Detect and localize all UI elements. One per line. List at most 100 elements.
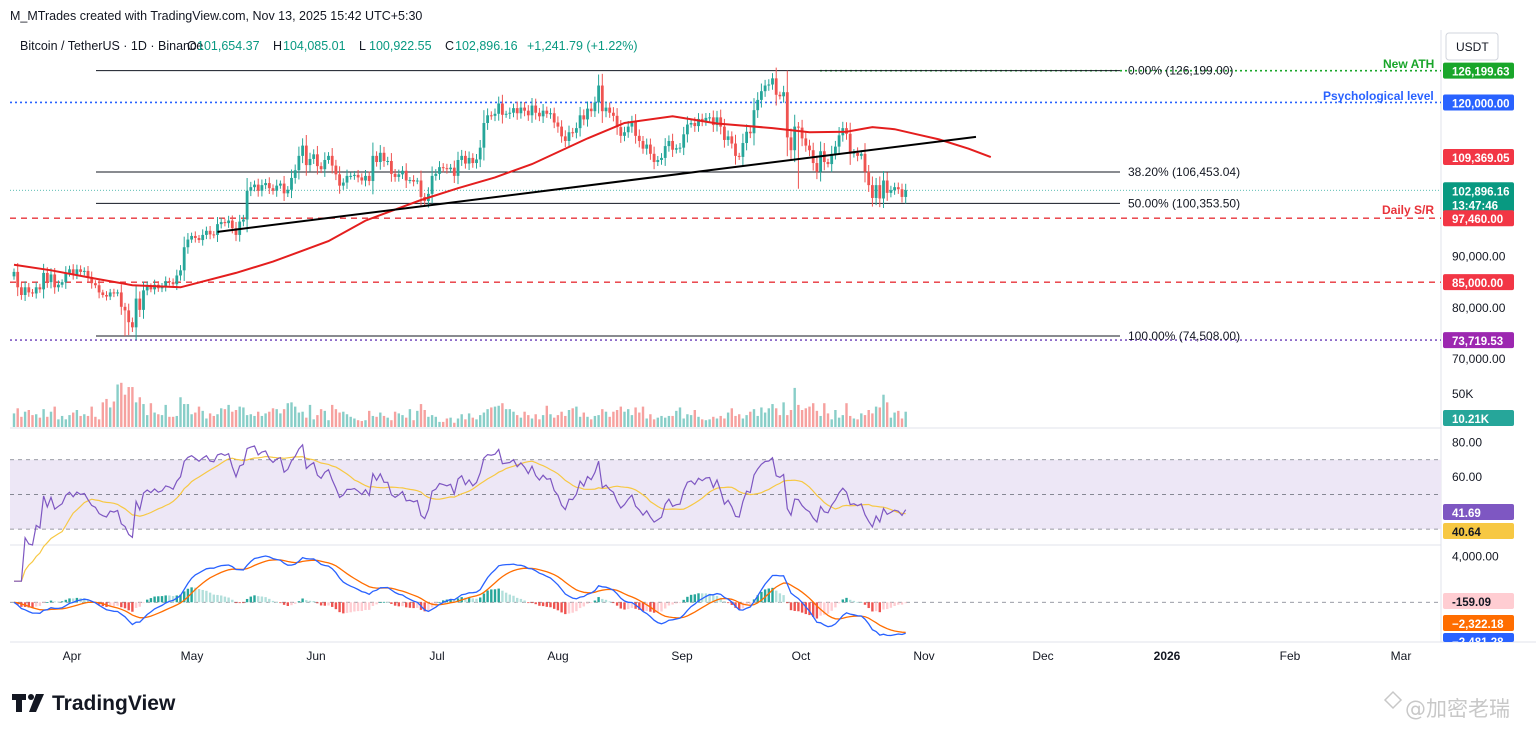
volume-bar [486, 409, 489, 427]
tradingview-logo[interactable]: TradingView [12, 692, 176, 715]
volume-bar [190, 414, 193, 427]
candle [279, 180, 282, 189]
sr-price-label-bg [1443, 210, 1514, 227]
macd-signal-label-bg [1443, 615, 1514, 631]
volume-bar [623, 411, 626, 427]
candle-body [486, 115, 489, 124]
macd-hist-bar [723, 601, 726, 603]
volume-bar [619, 406, 622, 427]
ascending-trendline[interactable] [217, 135, 977, 233]
volume-bar [763, 412, 767, 427]
price-scale[interactable]: 90,000.00 80,000.00 70,000.00 50K 80.00 60.00… [1452, 249, 1506, 563]
candle-body [16, 271, 20, 288]
volume-bar [693, 410, 696, 427]
fib-retracement[interactable]: 0.00% (126,199.00) 38.20% (106,453.04) 50.… [96, 64, 1240, 343]
candle [737, 152, 741, 160]
candle [212, 231, 216, 239]
candle-body [149, 286, 153, 290]
candle-body [412, 179, 415, 182]
macd-hist-bar [886, 602, 889, 610]
volume-bar [527, 415, 530, 427]
macd-hist-bar [153, 596, 156, 603]
candle [378, 145, 382, 170]
macd-hist-bar [149, 598, 153, 603]
candle [312, 149, 316, 164]
rsi-ma-value-label: 40.64 [1443, 523, 1514, 539]
volume-bar [253, 415, 256, 427]
candle [804, 132, 808, 152]
volume-bar [815, 410, 819, 427]
candle [441, 163, 445, 173]
currency-box[interactable] [1445, 32, 1499, 61]
candle [301, 138, 304, 164]
volume-bar [723, 418, 726, 427]
volume-bar [379, 412, 382, 427]
tradingview-logo-text: TradingView [52, 692, 176, 715]
volume-bar [216, 414, 219, 427]
candle-body [127, 310, 131, 323]
volume-bar [368, 410, 371, 427]
macd-hist-bar [863, 602, 867, 605]
candle-body [323, 159, 327, 170]
candle-body [297, 155, 301, 171]
macd-hist-bar [109, 602, 112, 607]
volume-bar [860, 413, 863, 427]
candle-body [671, 140, 674, 150]
volume-bar [109, 407, 112, 427]
candle-body [216, 224, 219, 235]
candle [338, 166, 341, 194]
macd-hist-bar [808, 602, 811, 616]
volume-bar [897, 410, 900, 427]
macd-hist-bar [282, 602, 286, 605]
candle [700, 113, 704, 127]
macd-pane[interactable] [10, 555, 1441, 637]
candle [38, 283, 42, 293]
candle-body [571, 132, 575, 134]
volume-bar [268, 411, 271, 427]
level85-price-label-bg [1443, 274, 1514, 291]
volume-bar [160, 415, 164, 427]
macd-hist-bar [453, 599, 456, 603]
rsi-pane[interactable] [10, 443, 1441, 582]
candle-body [234, 228, 238, 235]
volume-bar [812, 403, 815, 427]
psych-price-label-bg [1443, 94, 1514, 111]
volume-bar [194, 412, 197, 427]
candle [563, 130, 567, 148]
candle-body [771, 78, 774, 85]
candle [286, 186, 290, 198]
time-axis[interactable]: Apr May Jun Jul Aug Sep Oct Nov Dec 2026 Feb Mar [63, 649, 1412, 663]
macd-tick: 4,000.00 [1452, 550, 1499, 564]
macd-hist-bar [793, 602, 796, 611]
macd-hist-bar [789, 602, 793, 611]
candle [245, 178, 249, 233]
candle-body [756, 99, 760, 111]
watermark: @加密老瑞 [1383, 690, 1510, 721]
time-tick: Dec [1032, 649, 1053, 663]
macd-hist-bar [678, 602, 682, 604]
volume-bar [90, 406, 93, 427]
sma-50-line[interactable] [13, 115, 992, 289]
volume-bar [153, 412, 156, 427]
volume-bar [430, 415, 434, 427]
macd-hist-bar [201, 589, 204, 603]
candle-body [375, 155, 378, 163]
candle-body [830, 153, 834, 165]
macd-hist-bar [553, 602, 556, 609]
macd-hist-bar [682, 599, 685, 603]
candle-body [600, 85, 604, 112]
macd-hist-bar [689, 594, 693, 603]
candle [316, 145, 319, 175]
candle-body [578, 115, 582, 129]
macd-hist-bar [686, 596, 689, 603]
candle-body [382, 152, 386, 161]
candle [201, 229, 205, 246]
macd-hist-bar [497, 588, 500, 603]
candle-body [556, 122, 560, 127]
candle [534, 98, 538, 120]
candle-body [260, 185, 264, 191]
volume-bar [197, 406, 201, 427]
macd-hist-bar [667, 602, 671, 606]
volume-bar [538, 419, 541, 427]
